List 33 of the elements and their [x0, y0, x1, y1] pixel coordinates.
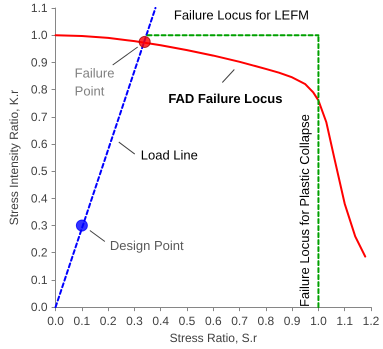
x-tick-label: 0.2 [100, 314, 117, 328]
annotation: Design Point [110, 238, 184, 254]
x-tick-label: 0.9 [284, 314, 301, 328]
y-tick-label: 0.3 [30, 218, 48, 233]
x-tick-label: 0.5 [178, 314, 196, 328]
y-tick-label: 0.0 [30, 300, 48, 314]
x-tick-label: 0.8 [258, 314, 275, 328]
x-tick-label: 0.4 [152, 314, 170, 328]
x-tick-label: 0.1 [74, 314, 91, 328]
y-tick-label: 0.4 [30, 191, 48, 206]
x-tick-label: 0.7 [231, 314, 248, 328]
y-tick-label: 0.5 [30, 164, 48, 178]
y-tick-label: 0.2 [30, 246, 48, 260]
y-axis-title: Stress Intensity Ratio, K.r [7, 90, 21, 226]
annotation: Failure Locus for LEFM [174, 8, 309, 23]
x-tick-label: 1.2 [362, 314, 380, 328]
x-tick-label: 1.0 [310, 314, 328, 328]
annotation: Failure Locus for Plastic Collapse [296, 114, 312, 308]
y-tick-label: 1.0 [30, 28, 48, 42]
x-tick-label: 1.1 [336, 314, 354, 328]
annotation: Failure Point [74, 65, 118, 98]
x-tick-label: 0.6 [204, 314, 222, 328]
annotation: Load Line [140, 148, 198, 163]
y-tick-label: 0.1 [30, 272, 48, 287]
y-tick-label: 0.9 [30, 55, 48, 70]
y-tick-label: 0.6 [30, 136, 48, 151]
x-tick-label: 0.0 [47, 314, 64, 328]
y-tick-label: 1.1 [30, 1, 48, 15]
x-tick-label: 0.3 [126, 314, 144, 328]
annotation: FAD Failure Locus [168, 90, 282, 106]
y-tick-label: 0.7 [30, 110, 48, 124]
y-tick-label: 0.8 [30, 82, 48, 97]
x-axis-title: Stress Ratio, S.r [170, 331, 257, 345]
